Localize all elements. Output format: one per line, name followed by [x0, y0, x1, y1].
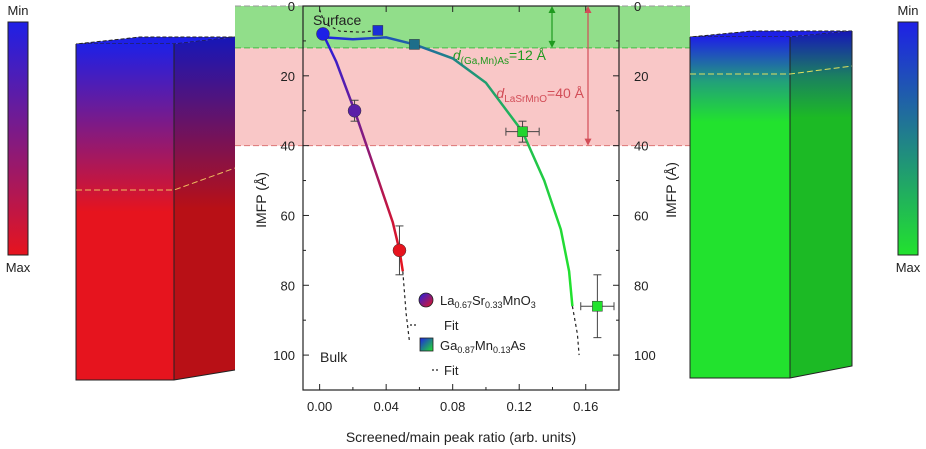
y-tick-label-left: 80	[281, 278, 295, 293]
right-colorbar: Min Max	[896, 3, 921, 275]
right-colorbar-min-label: Min	[898, 3, 919, 18]
gamnas-thickness-arrow-head-bottom	[548, 40, 556, 48]
x-axis-label: Screened/main peak ratio (arb. units)	[346, 429, 576, 445]
gamnas-fit-extension-bottom	[571, 306, 580, 356]
y-tick-label-left: 0	[288, 0, 295, 14]
lsmo-thickness-label-value: =40 Å	[547, 85, 585, 101]
y-tick-label-left: 100	[273, 348, 295, 363]
gamnas-thickness-label-subscript: (Ga,Mn)As	[461, 56, 509, 67]
left-colorbar: Min Max	[6, 3, 31, 275]
lsmo-block-outline	[75, 44, 236, 381]
surface-label: Surface	[313, 12, 361, 28]
lsmo-thickness-arrow-head-bottom	[584, 138, 592, 146]
lsmo-point-1	[347, 103, 362, 118]
plot-area	[302, 5, 620, 391]
legend-lsmo-part-2: 0.67	[454, 300, 472, 310]
gamnas-point-3	[592, 300, 603, 312]
legend-gamnas-part-4: 0.13	[493, 345, 511, 355]
x-tick-label: 0.04	[374, 399, 399, 414]
y-tick-label-left: 40	[281, 139, 295, 154]
lsmo-point-2	[392, 243, 407, 258]
gamnas-fit-extension-top	[319, 9, 378, 33]
gamnas-depth-band	[235, 6, 690, 48]
lsmo-block-side	[174, 37, 235, 380]
gamnas-thickness-label-value: =12 Å	[509, 47, 547, 63]
lsmo-block-front	[76, 44, 174, 380]
lsmo-thickness-label: dLaSrMnO=40 Å	[496, 85, 584, 105]
gamnas-thickness-label: d(Ga,Mn)As=12 Å	[453, 47, 547, 67]
lsmo-thickness-label-subscript: LaSrMnO	[504, 94, 547, 105]
gamnas-depth-marker-line	[690, 65, 853, 75]
y-tick-label-right: 100	[634, 348, 656, 363]
axes: 0.00 0.04 0.08 0.12 0.16 0 0 20 20 40 40 60 60 80 80 10…	[273, 0, 655, 414]
x-tick-label: 0.16	[573, 399, 598, 414]
right-colorbar-max-label: Max	[896, 260, 921, 275]
gamnas-thickness-arrow-head-top	[548, 6, 556, 13]
lsmo-thickness-arrow-head-top	[584, 6, 592, 13]
y-tick-label-right: 40	[634, 139, 648, 154]
gamnas-point-2	[517, 126, 528, 137]
legend-lsmo-part-4: 0.33	[485, 300, 503, 310]
gamnas-fit-curve	[324, 36, 574, 307]
left-colorbar-min-label: Min	[8, 3, 29, 18]
legend-lsmo-part-5: MnO	[503, 293, 531, 308]
left-colorbar-max-label: Max	[6, 260, 31, 275]
legend-gamnas-fit-label: Fit	[444, 363, 459, 378]
y-tick-label-right: 80	[634, 278, 648, 293]
gamnas-point-1	[409, 39, 420, 50]
x-tick-label: 0.00	[307, 399, 332, 414]
y-axis-label-right: IMFP (Å)	[663, 162, 679, 218]
legend-lsmo-label: La0.67Sr0.33MnO3	[440, 293, 536, 310]
lsmo-depth-marker-line	[76, 167, 236, 191]
legend-lsmo-part-1: La	[440, 293, 455, 308]
legend: La0.67Sr0.33MnO3 Fit Ga0.87Mn0.13As Fit	[410, 292, 536, 378]
lsmo-crystal-block	[75, 36, 236, 381]
gamnas-block-front	[690, 37, 790, 378]
legend-gamnas-part-3: Mn	[475, 338, 493, 353]
legend-gamnas-label: Ga0.87Mn0.13As	[440, 338, 526, 355]
y-tick-label-left: 20	[281, 69, 295, 84]
legend-lsmo-part-3: Sr	[472, 293, 486, 308]
gamnas-point-0	[372, 25, 384, 36]
lsmo-point-0	[316, 27, 330, 41]
legend-lsmo-marker	[418, 292, 434, 308]
right-colorbar-gradient	[897, 21, 919, 256]
legend-gamnas-marker	[419, 337, 434, 352]
y-tick-label-right: 0	[634, 0, 641, 14]
legend-gamnas-part-5: As	[510, 338, 526, 353]
x-tick-label: 0.12	[507, 399, 532, 414]
legend-lsmo-part-6: 3	[531, 300, 536, 310]
gamnas-crystal-block	[689, 30, 853, 379]
y-tick-label-left: 60	[281, 208, 295, 223]
left-colorbar-gradient	[7, 21, 29, 256]
bulk-label: Bulk	[320, 349, 348, 365]
gamnas-block-side	[790, 31, 852, 378]
legend-gamnas-part-1: Ga	[440, 338, 458, 353]
x-tick-label: 0.08	[440, 399, 465, 414]
legend-gamnas-part-2: 0.87	[457, 345, 475, 355]
y-tick-label-right: 20	[634, 69, 648, 84]
data-points	[316, 25, 615, 339]
y-axis-label-left: IMFP (Å)	[253, 172, 269, 228]
gamnas-thickness-label-symbol: d	[453, 47, 462, 63]
lsmo-fit-extension	[402, 271, 410, 342]
y-tick-label-right: 60	[634, 208, 648, 223]
legend-lsmo-fit-label: Fit	[444, 318, 459, 333]
lsmo-thickness-label-symbol: d	[496, 85, 505, 101]
